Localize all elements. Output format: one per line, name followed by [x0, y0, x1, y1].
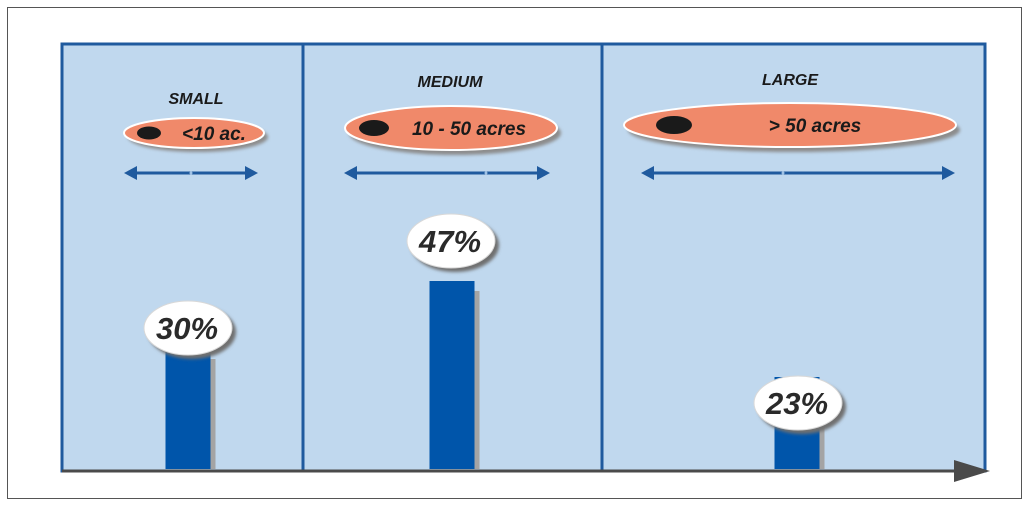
value-bubble-medium: 47% [406, 213, 499, 272]
bubble-large [753, 375, 843, 431]
range-arrow-large [641, 166, 955, 180]
x-axis [62, 460, 990, 482]
bubble-medium [406, 213, 496, 269]
category-label-small: SMALL [168, 91, 223, 108]
ellipse-small [123, 117, 265, 149]
bars [165, 281, 825, 469]
range-label-large: > 50 acres [769, 116, 861, 137]
dot-large [656, 116, 692, 134]
dot-medium [359, 120, 389, 136]
value-bubble-small: 30% [143, 300, 236, 359]
value-label-medium: 47% [418, 224, 481, 259]
plot-size-large: > 50 acres [623, 102, 960, 152]
bubble-small [143, 300, 233, 356]
category-label-large: LARGE [762, 72, 819, 89]
bar-medium [429, 281, 475, 469]
x-axis-arrowhead [954, 460, 990, 482]
value-bubble-large: 23% [753, 375, 846, 434]
value-label-small: 30% [156, 311, 218, 346]
range-label-medium: 10 - 50 acres [412, 119, 526, 140]
dot-small [137, 126, 161, 140]
plot-size-medium: 10 - 50 acres [344, 105, 561, 155]
ellipse-medium [344, 105, 558, 151]
range-label-small: <10 ac. [182, 124, 246, 145]
range-arrow-medium [344, 166, 550, 180]
range-arrow-small [124, 166, 258, 180]
value-bubbles: 30% 47% 23% [143, 213, 846, 434]
category-label-medium: MEDIUM [418, 74, 484, 91]
bar-small [165, 349, 211, 469]
value-label-large: 23% [765, 386, 828, 421]
plot-size-small: <10 ac. [123, 117, 268, 152]
ellipse-large [623, 102, 957, 148]
